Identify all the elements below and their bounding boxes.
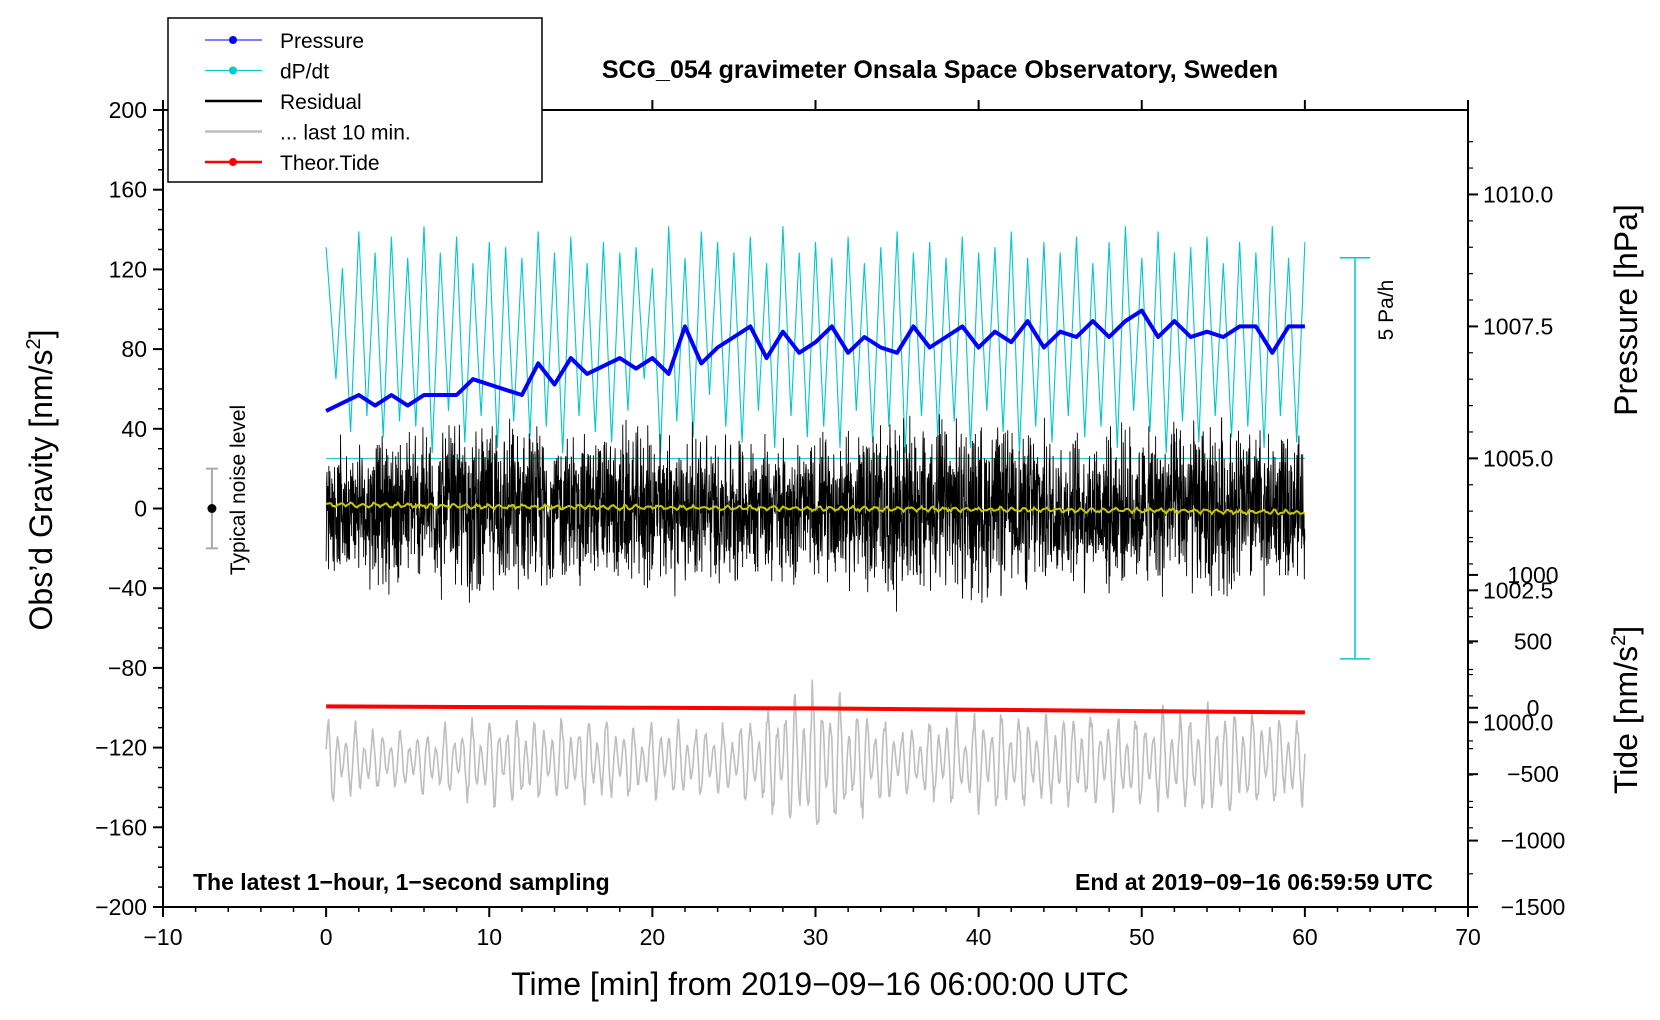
y-axis-tide: −1500 −1000 −500 0 500 1000 xyxy=(1468,541,1566,920)
tide-tick-label: 1000 xyxy=(1507,562,1558,588)
end-time-note: End at 2019−09−16 06:59:59 UTC xyxy=(1075,869,1433,895)
x-tick-label: 20 xyxy=(640,924,666,950)
tide-tick-label: 0 xyxy=(1527,695,1540,721)
series-pressure xyxy=(325,308,1305,413)
legend-label: ... last 10 min. xyxy=(280,122,411,145)
y-axis-title-tide-sup: 2 xyxy=(1608,635,1630,646)
legend-marker xyxy=(229,66,237,75)
y-tick-label: −120 xyxy=(95,735,147,761)
legend-item: Theor.Tide xyxy=(205,152,380,175)
y-axis-title-tide-main: Tide [nm/s xyxy=(1608,646,1644,794)
y-axis-title-left-text: Obs’d Gravity [nm/s2] xyxy=(23,330,59,631)
sampling-note: The latest 1−hour, 1−second sampling xyxy=(193,869,610,895)
x-tick-label: 50 xyxy=(1129,924,1155,950)
x-tick-label: 40 xyxy=(966,924,992,950)
y-tick-label: 0 xyxy=(134,496,147,522)
legend: Pressure dP/dt Residual ... last 10 min. The… xyxy=(167,17,543,183)
y-axis-gravity: −200 −160 −120 −80 −40 0 40 80 120 160 200 xyxy=(95,97,163,920)
dpdt-scale-label-text: 5 Pa/h xyxy=(1375,280,1398,341)
theor-tide-line xyxy=(326,704,1305,715)
y-tick-label: −160 xyxy=(95,814,147,840)
y-tick-label: 120 xyxy=(109,256,147,282)
y-tick-label: 160 xyxy=(109,177,147,203)
x-axis: −10 0 10 20 30 40 50 60 70 xyxy=(143,100,1481,950)
y-tick-label: −80 xyxy=(108,655,147,681)
pressure-tick-label: 1005.0 xyxy=(1483,445,1553,471)
noise-level-indicator xyxy=(205,467,218,550)
legend-label: Pressure xyxy=(280,30,364,53)
y-axis-pressure: 1000.0 1002.5 1005.0 1007.5 1010.0 xyxy=(1468,141,1553,829)
y-tick-label: −40 xyxy=(108,575,147,601)
y-axis-title-left-main: Obs’d Gravity [nm/s xyxy=(23,350,59,631)
tide-tick-label: −1500 xyxy=(1501,894,1566,920)
y-axis-title-tide-text: Tide [nm/s2] xyxy=(1608,626,1644,794)
y-tick-label: 200 xyxy=(109,97,147,123)
tide-tick-label: −500 xyxy=(1507,761,1559,787)
x-tick-label: 0 xyxy=(320,924,333,950)
noise-dot xyxy=(207,504,217,513)
y-axis-title-pressure: Pressure [hPa] xyxy=(1608,204,1644,416)
series-residual-smooth xyxy=(325,501,1305,516)
residual-line xyxy=(325,414,1306,612)
series-residual xyxy=(325,414,1306,612)
series-theor-tide xyxy=(326,704,1305,715)
legend-item: ... last 10 min. xyxy=(205,122,411,145)
y-axis-title-pressure-text: Pressure [hPa] xyxy=(1608,204,1644,416)
y-tick-label: 80 xyxy=(121,336,147,362)
tide-tick-label: −1000 xyxy=(1501,828,1566,854)
x-tick-label: −10 xyxy=(143,924,182,950)
legend-label: dP/dt xyxy=(280,61,329,84)
y-tick-label: −200 xyxy=(95,894,147,920)
x-tick-label: 60 xyxy=(1292,924,1318,950)
noise-level-label: Typical noise level xyxy=(227,405,250,575)
noise-level-label-text: Typical noise level xyxy=(227,405,250,575)
x-tick-label: 70 xyxy=(1455,924,1481,950)
y-tick-label: 40 xyxy=(121,416,147,442)
pressure-tick-label: 1010.0 xyxy=(1483,181,1553,207)
legend-marker xyxy=(229,36,237,44)
x-tick-label: 30 xyxy=(803,924,829,950)
dpdt-scale-label: 5 Pa/h xyxy=(1375,280,1398,341)
y-axis-title-tide-close: ] xyxy=(1608,626,1644,635)
legend-label: Residual xyxy=(280,91,362,114)
legend-label: Theor.Tide xyxy=(280,152,380,175)
pressure-tick-label: 1000.0 xyxy=(1483,709,1553,735)
legend-item: Residual xyxy=(205,91,362,114)
pressure-line xyxy=(325,308,1305,413)
dpdt-scale-bar xyxy=(1340,257,1370,660)
legend-item: Pressure xyxy=(205,30,364,53)
chart-title: SCG_054 gravimeter Onsala Space Observat… xyxy=(602,56,1278,84)
y-axis-title-left-close: ] xyxy=(23,330,59,339)
legend-item: dP/dt xyxy=(205,61,329,84)
y-axis-title-left: Obs’d Gravity [nm/s2] xyxy=(23,330,59,631)
dpdt-line xyxy=(325,226,1306,454)
x-axis-title: Time [min] from 2019−09−16 06:00:00 UTC xyxy=(511,966,1129,1002)
residual-smooth-line xyxy=(325,501,1305,516)
x-tick-label: 10 xyxy=(476,924,502,950)
series-last-10-min xyxy=(325,679,1306,825)
y-axis-title-tide: Tide [nm/s2] xyxy=(1608,626,1644,794)
legend-marker xyxy=(229,158,237,166)
last-10-min-line xyxy=(325,679,1306,825)
y-axis-title-left-sup: 2 xyxy=(23,338,45,349)
tide-tick-label: 500 xyxy=(1514,628,1552,654)
pressure-tick-label: 1002.5 xyxy=(1483,577,1553,603)
pressure-tick-label: 1007.5 xyxy=(1483,313,1553,339)
